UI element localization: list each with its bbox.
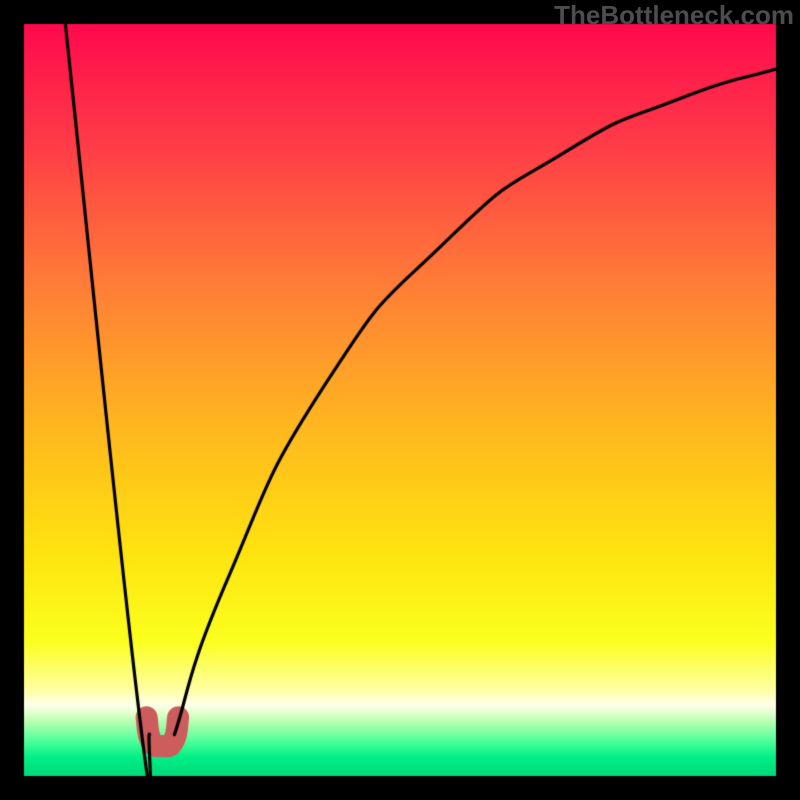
chart-root: TheBottleneck.com xyxy=(0,0,800,800)
bottleneck-curve-chart xyxy=(0,0,800,800)
watermark-text: TheBottleneck.com xyxy=(554,0,794,31)
